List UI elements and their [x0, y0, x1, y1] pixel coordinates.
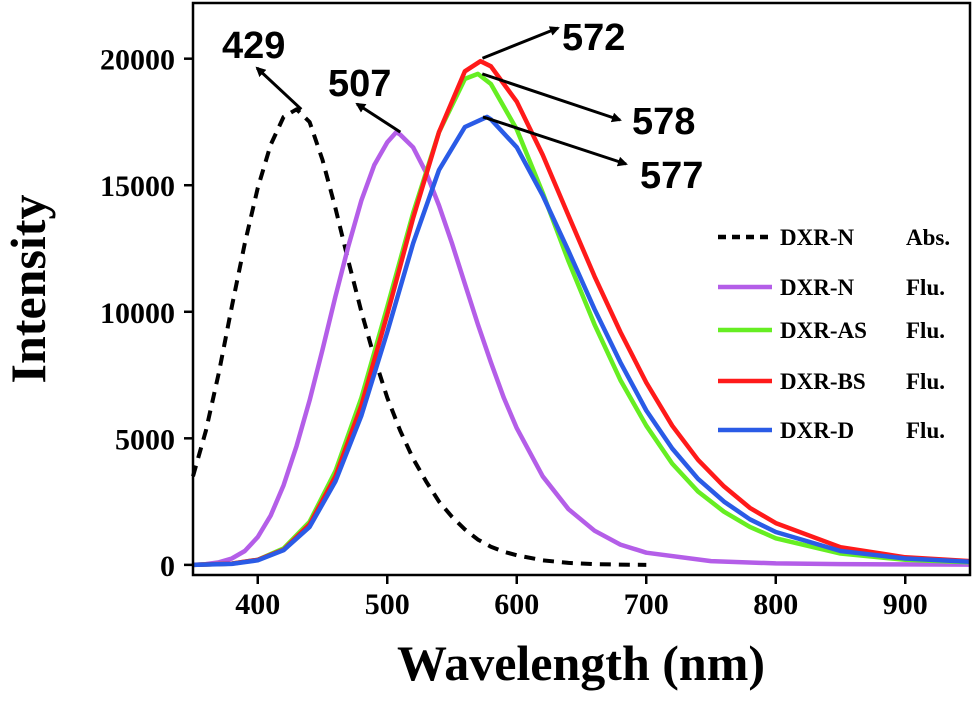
peak-label-578: 578	[632, 101, 695, 143]
legend-series-name: DXR-N	[780, 275, 854, 300]
series-line-dxr-d-flu	[192, 114, 971, 568]
legend-series-name: DXR-BS	[780, 369, 866, 394]
y-tick-label: 15000	[100, 170, 175, 203]
legend-series-name: DXR-AS	[780, 318, 867, 343]
x-tick-label: 400	[235, 588, 280, 621]
legend-series-mode: Flu.	[906, 418, 945, 443]
x-tick-label: 800	[753, 588, 798, 621]
legend-series-mode: Flu.	[906, 369, 945, 394]
x-tick-label: 900	[883, 588, 928, 621]
peak-label-507: 507	[328, 63, 391, 105]
x-tick-label: 600	[494, 588, 539, 621]
legend-series-name: DXR-D	[780, 418, 854, 443]
axis-ticks-layer: 400 500 600 700 800 900 0 5000 10000 15000 20000	[100, 44, 928, 621]
peak-arrow	[355, 102, 402, 134]
legend-series-mode: Abs.	[906, 225, 950, 250]
x-tick-label: 700	[624, 588, 669, 621]
series-line-dxr-n-abs	[191, 107, 647, 567]
y-axis-title: Intensity	[0, 195, 56, 384]
curves-layer	[191, 58, 971, 568]
x-tick-label: 500	[365, 588, 410, 621]
peak-arrow	[482, 115, 628, 167]
peak-label-577: 577	[640, 155, 703, 197]
x-axis-title: Wavelength (nm)	[397, 635, 765, 691]
legend-series-mode: Flu.	[906, 275, 945, 300]
peak-label-429: 429	[222, 25, 285, 67]
y-tick-label: 10000	[100, 297, 175, 330]
series-line-dxr-n-flu	[192, 129, 971, 568]
y-tick-label: 20000	[100, 44, 175, 77]
peak-label-572: 572	[562, 17, 625, 59]
legend-series-mode: Flu.	[906, 318, 945, 343]
legend-series-name: DXR-N	[780, 225, 854, 250]
y-tick-label: 0	[160, 550, 175, 583]
plot-frame	[191, 1, 972, 577]
series-line-dxr-bs-flu	[192, 58, 971, 568]
peak-arrow	[481, 26, 560, 60]
peak-arrow	[481, 72, 622, 123]
y-tick-label: 5000	[115, 423, 175, 456]
legend: DXR-N Abs. DXR-N Flu. DXR-AS Flu. DXR-BS Flu. DX…	[718, 225, 950, 443]
peak-arrow	[255, 66, 303, 111]
